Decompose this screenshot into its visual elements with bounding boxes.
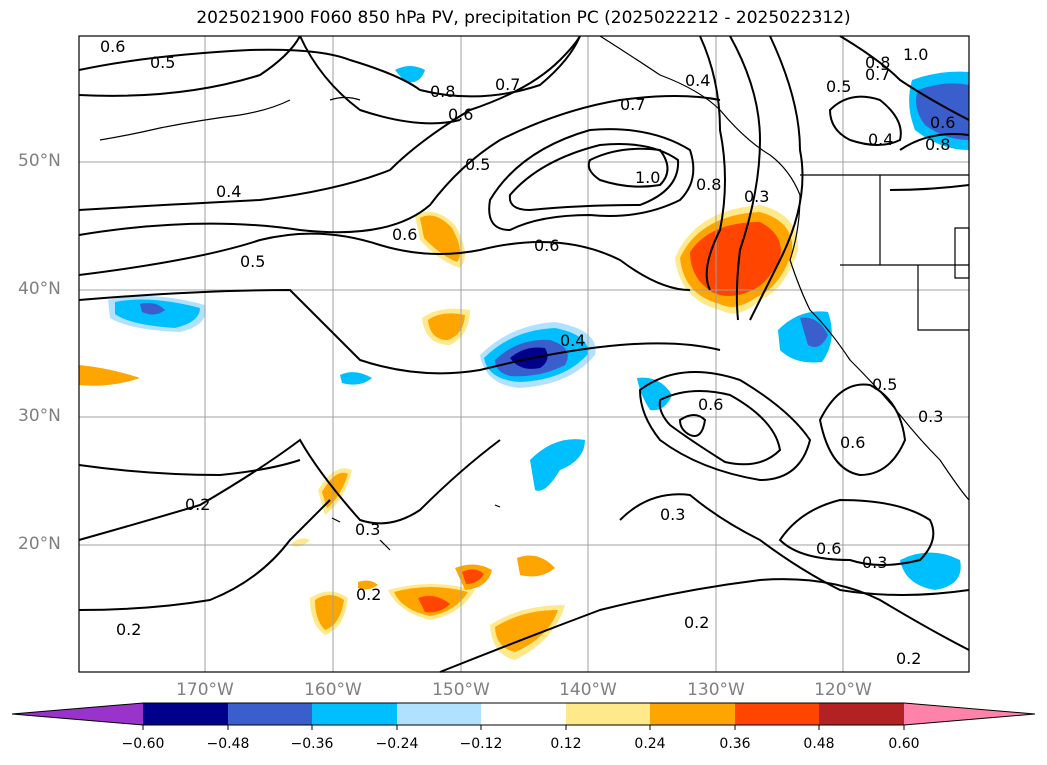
lon-label-120w: 120°W bbox=[814, 680, 872, 700]
contour-label: 0.6 bbox=[100, 37, 125, 56]
contour-label: 0.4 bbox=[685, 71, 710, 90]
pv-contours bbox=[78, 35, 970, 673]
lon-label-150w: 150°W bbox=[432, 680, 490, 700]
lat-label-50n: 50°N bbox=[18, 151, 61, 171]
lon-label-160w: 160°W bbox=[304, 680, 362, 700]
contour-label: 0.3 bbox=[744, 187, 769, 206]
contour-label: 0.6 bbox=[392, 225, 417, 244]
contour-label: 0.4 bbox=[216, 182, 241, 201]
contour-label: 0.8 bbox=[430, 82, 455, 101]
contour-label: 0.7 bbox=[620, 95, 645, 114]
contour-label: 0.5 bbox=[150, 53, 175, 72]
contour-label: 0.5 bbox=[826, 77, 851, 96]
colorbar-extend-high bbox=[904, 703, 1035, 725]
contour-label: 0.2 bbox=[356, 585, 381, 604]
contour-label: 0.2 bbox=[684, 613, 709, 632]
contour-label: 1.0 bbox=[903, 45, 928, 64]
colorbar-tick: −0.12 bbox=[459, 736, 503, 752]
contour-label: 0.3 bbox=[660, 505, 685, 524]
colorbar-tick: −0.48 bbox=[206, 736, 250, 752]
colorbar-tick: 0.36 bbox=[719, 736, 751, 752]
contour-label: 0.2 bbox=[896, 649, 921, 668]
contour-label: 0.5 bbox=[465, 155, 490, 174]
contour-label: 0.5 bbox=[240, 252, 265, 271]
contour-label: 0.4 bbox=[560, 331, 585, 350]
graticule bbox=[79, 36, 969, 672]
contour-label: 0.2 bbox=[185, 495, 210, 514]
colorbar-tick: 0.24 bbox=[634, 736, 666, 752]
contour-label: 0.3 bbox=[862, 553, 887, 572]
contour-label: 1.0 bbox=[635, 168, 660, 187]
colorbar bbox=[11, 702, 1036, 730]
contour-labels: 0.6 0.5 0.8 0.7 0.6 0.4 0.7 0.8 0.7 1.0 … bbox=[100, 37, 955, 668]
contour-label: 0.4 bbox=[868, 130, 893, 149]
colorbar-tick: −0.24 bbox=[375, 736, 419, 752]
contour-label: 0.3 bbox=[918, 407, 943, 426]
contour-label: 0.3 bbox=[355, 520, 380, 539]
contour-label: 0.8 bbox=[925, 135, 950, 154]
map-frame bbox=[78, 35, 970, 673]
contour-label: 0.6 bbox=[448, 105, 473, 124]
colorbar-tick: −0.60 bbox=[121, 736, 165, 752]
contour-label: 0.8 bbox=[696, 175, 721, 194]
contour-label: 0.7 bbox=[865, 65, 890, 84]
map-title: 2025021900 F060 850 hPa PV, precipitatio… bbox=[196, 8, 851, 28]
colorbar-tick: 0.60 bbox=[888, 736, 920, 752]
colorbar-extend-low bbox=[12, 703, 143, 725]
lon-label-130w: 130°W bbox=[687, 680, 745, 700]
lon-label-170w: 170°W bbox=[176, 680, 234, 700]
colorbar-tick: 0.12 bbox=[550, 736, 582, 752]
contour-label: 0.6 bbox=[698, 395, 723, 414]
contour-label: 0.6 bbox=[534, 236, 559, 255]
lat-label-20n: 20°N bbox=[18, 534, 61, 554]
lon-label-140w: 140°W bbox=[559, 680, 617, 700]
contour-label: 0.6 bbox=[930, 113, 955, 132]
lat-label-40n: 40°N bbox=[18, 279, 61, 299]
lat-label-30n: 30°N bbox=[18, 406, 61, 426]
contour-label: 0.6 bbox=[816, 539, 841, 558]
contour-label: 0.5 bbox=[872, 375, 897, 394]
contour-label: 0.7 bbox=[495, 75, 520, 94]
contour-label: 0.2 bbox=[116, 620, 141, 639]
colorbar-tick: 0.48 bbox=[803, 736, 835, 752]
colorbar-tick: −0.36 bbox=[290, 736, 334, 752]
contour-label: 0.6 bbox=[840, 433, 865, 452]
contour-label: 0.8 bbox=[865, 53, 890, 72]
